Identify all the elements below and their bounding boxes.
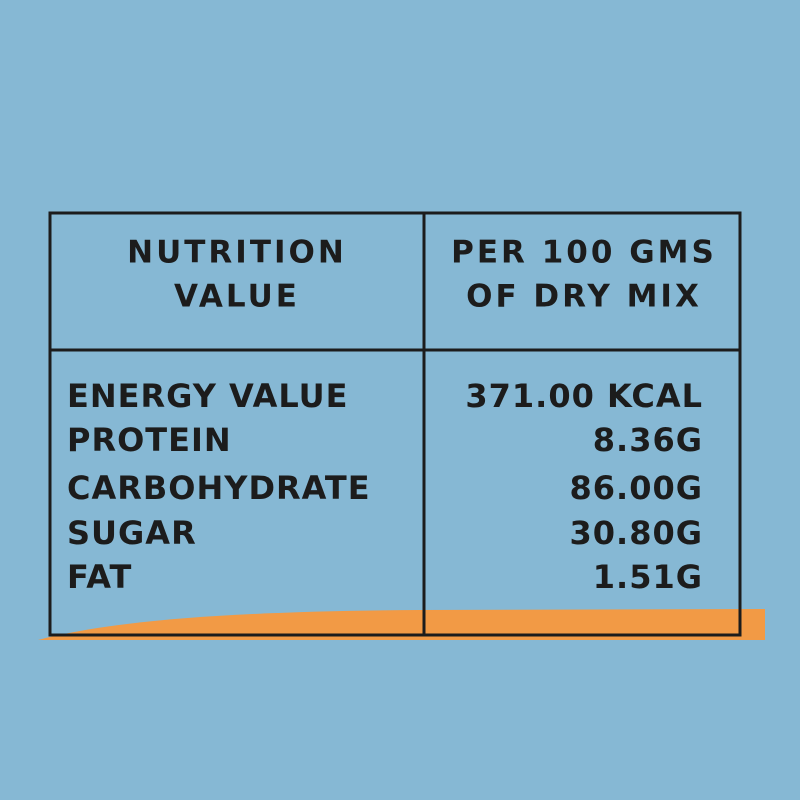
nutrient-name: PROTEIN [67, 421, 232, 459]
nutrient-name: SUGAR [67, 514, 197, 552]
nutrient-amount: 371.00 KCAL [465, 377, 703, 415]
header-text: NUTRITION [127, 235, 347, 271]
table-border [48, 211, 742, 637]
nutrient-name: FAT [67, 558, 132, 596]
header-text: PER 100 GMS [451, 235, 717, 271]
header-text: OF DRY MIX [466, 279, 702, 315]
nutrient-amount: 30.80G [570, 514, 703, 552]
nutrient-name: CARBOHYDRATE [67, 469, 371, 507]
header-text: VALUE [174, 279, 300, 315]
nutrient-amount: 1.51G [593, 558, 703, 596]
nutrient-name: ENERGY VALUE [67, 377, 348, 415]
table-lines [48, 211, 742, 637]
nutrient-amount: 86.00G [570, 469, 703, 507]
nutrient-amount: 8.36G [593, 421, 703, 459]
orange-swoosh [38, 609, 765, 640]
